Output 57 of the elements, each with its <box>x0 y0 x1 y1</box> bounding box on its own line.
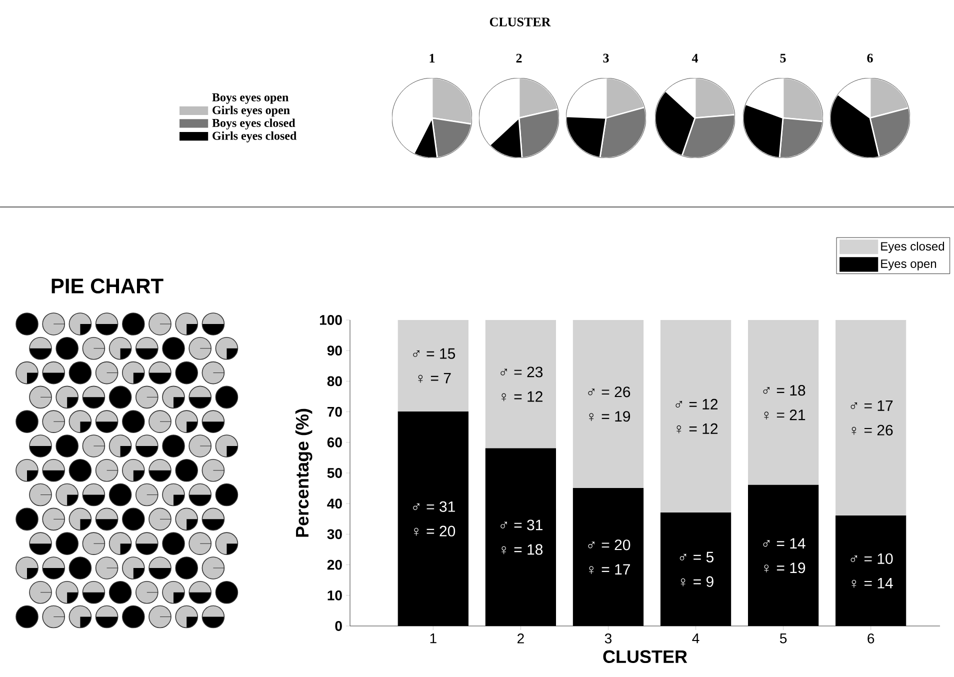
y-tick-label: 40 <box>327 498 342 509</box>
y-tick-label: 20 <box>327 560 342 570</box>
annotation: ♂ = 18 <box>763 385 806 396</box>
text: CLUSTER <box>490 18 551 26</box>
annotation: ♂ = 10 <box>850 553 893 564</box>
annotation: ♀ = 20 <box>414 526 456 536</box>
y-tick-label: 50 <box>327 468 342 478</box>
chart-title: 6 <box>867 54 873 62</box>
y-tick-label: 80 <box>327 376 342 386</box>
annotation: ♀ = 21 <box>764 410 806 420</box>
annotation: ♀ = 12 <box>502 391 542 402</box>
annotation: ♂ = 23 <box>500 366 543 378</box>
annotation: ♀ = 14 <box>852 578 893 588</box>
y-tick-label: 70 <box>327 406 342 417</box>
annotation: ♀ = 12 <box>676 423 718 434</box>
y-tick-label: 10 <box>328 590 342 600</box>
x-tick-label: 1 <box>430 634 436 644</box>
legend-label: Girls eyes closed <box>212 131 297 142</box>
legend-label: Eyes closed <box>881 242 944 253</box>
annotation: ♂ = 31 <box>413 501 455 512</box>
text: PIE CHART <box>52 278 164 294</box>
x-tick-label: 2 <box>518 634 524 644</box>
annotation: ♀ = 18 <box>502 544 543 555</box>
legend-label: Girls eyes open <box>212 106 290 117</box>
y-axis-title: Percentage (%) <box>295 408 312 537</box>
y-tick-label: 90 <box>327 346 342 356</box>
legend-label: Boys eyes closed <box>212 118 296 130</box>
annotation: ♀ = 17 <box>589 564 630 575</box>
y-tick-label: 0 <box>335 621 342 631</box>
x-tick-label: 5 <box>780 634 787 644</box>
chart-title: 4 <box>692 54 698 62</box>
annotation: ♂ = 12 <box>676 398 718 410</box>
annotation: ♂ = 26 <box>588 386 630 398</box>
x-axis-title: CLUSTER <box>603 650 688 664</box>
y-tick-label: 60 <box>327 437 342 448</box>
legend-label: Boys eyes open <box>212 93 288 104</box>
annotation: ♀ = 19 <box>589 411 630 422</box>
annotation: ♂ = 31 <box>500 520 542 530</box>
annotation: ♀ = 26 <box>852 424 893 436</box>
chart-title: 1 <box>430 54 435 62</box>
annotation: ♂ = 14 <box>763 538 806 549</box>
x-tick-label: 4 <box>692 634 700 644</box>
annotation: ♂ = 5 <box>680 552 714 562</box>
x-tick-label: 6 <box>868 634 874 644</box>
annotation: ♀ = 19 <box>764 562 806 574</box>
annotation: ♂ = 15 <box>413 348 456 359</box>
annotation: ♀ = 9 <box>680 576 714 587</box>
annotation: ♂ = 20 <box>588 540 630 550</box>
chart-title: 5 <box>780 54 786 62</box>
chart-title: 3 <box>603 54 609 62</box>
y-tick-label: 30 <box>327 529 342 540</box>
legend-label: Eyes open <box>881 260 936 270</box>
y-tick-label: 100 <box>320 315 342 325</box>
annotation: ♂ = 17 <box>850 400 893 411</box>
chart-title: 2 <box>516 54 522 62</box>
annotation: ♀ = 7 <box>418 372 451 384</box>
x-tick-label: 3 <box>604 634 612 644</box>
